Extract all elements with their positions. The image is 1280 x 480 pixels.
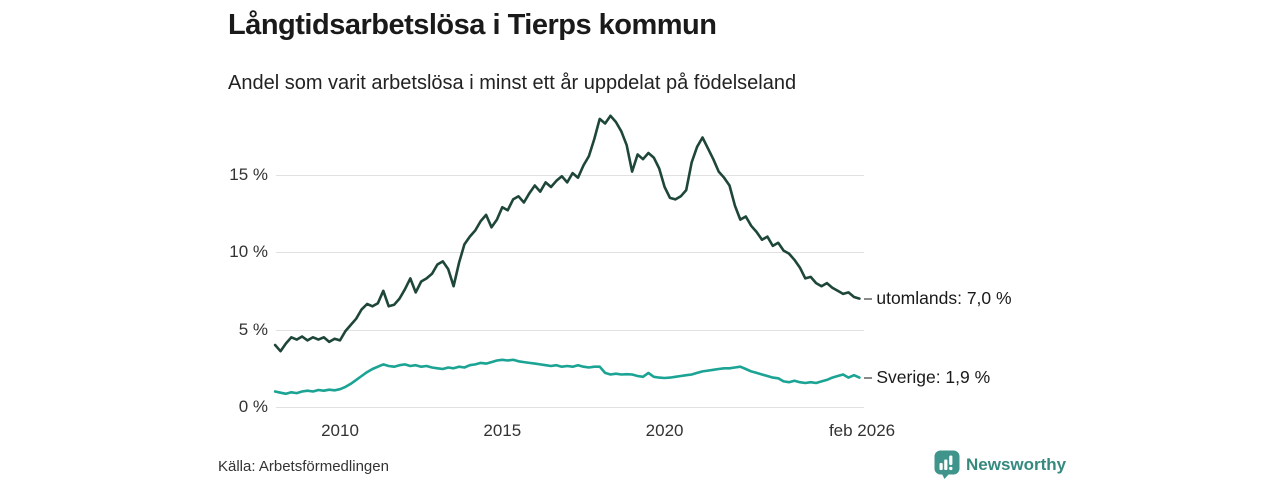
gridline-5 (276, 330, 864, 331)
series-line-Sverige (273, 358, 861, 396)
y-tick-label-15: 15 % (229, 164, 268, 184)
leader-dash-Sverige (864, 376, 873, 379)
x-tick-label-feb-2026: feb 2026 (828, 421, 896, 440)
x-tick-label-2020: 2020 (645, 421, 684, 440)
source-credit: Källa: Arbetsförmedlingen (218, 458, 389, 475)
page-title: Långtidsarbetslösa i Tierps kommun (228, 9, 717, 41)
leader-dash-utomlands (864, 297, 873, 300)
gridline-10 (276, 252, 864, 253)
x-tick-label-2015: 2015 (483, 421, 522, 440)
series-end-label-utomlands: utomlands: 7,0 % (876, 287, 1012, 308)
y-tick-label-5: 5 % (238, 319, 268, 339)
y-tick-label-0: 0 % (238, 397, 268, 416)
chart-subtitle: Andel som varit arbetslösa i minst ett å… (228, 72, 797, 94)
series-end-label-Sverige: Sverige: 1,9 % (876, 366, 991, 387)
x-tick-label-2010: 2010 (321, 421, 359, 440)
gridline-0 (276, 407, 864, 408)
series-line-utomlands (273, 114, 861, 353)
newsworthy-logo-text: Newsworthy (966, 455, 1067, 474)
y-tick-label-10: 10 % (229, 242, 268, 262)
newsworthy-logo-icon (934, 450, 960, 479)
